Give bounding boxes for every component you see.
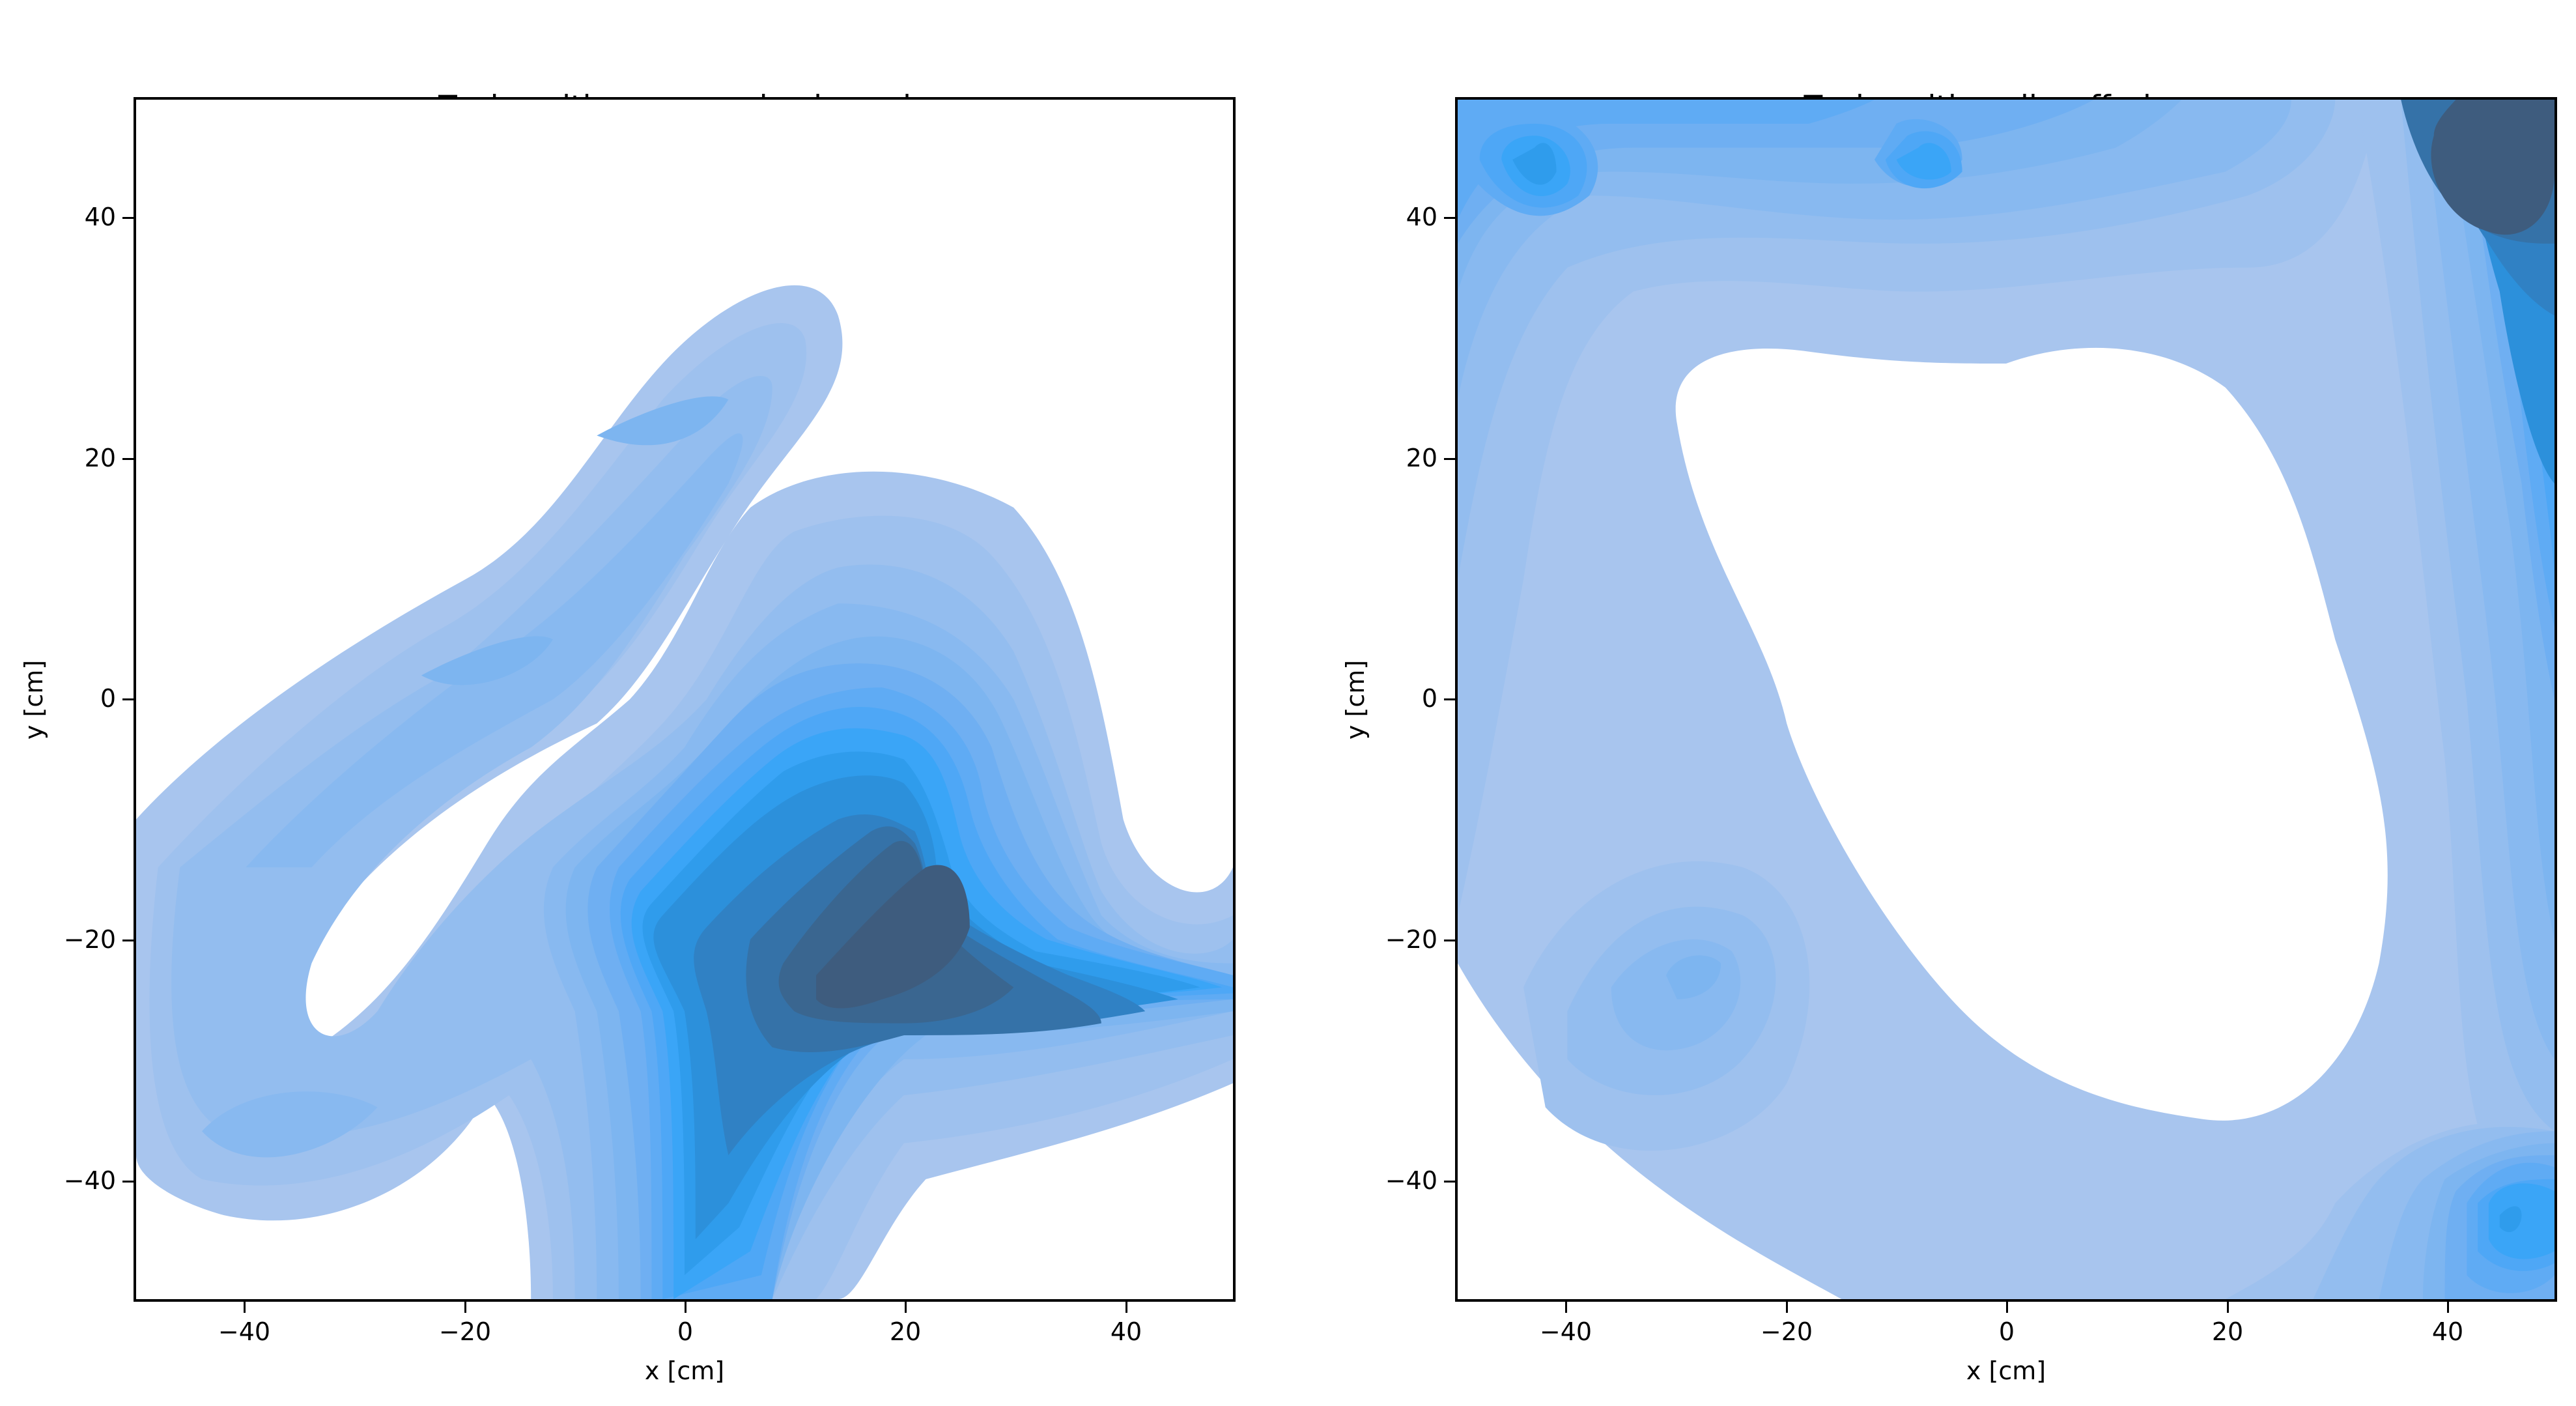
right-y-axis-label: y [cm] xyxy=(1341,659,1370,740)
right-xtick-label: 40 xyxy=(2431,1317,2464,1346)
right-ytick-mark xyxy=(1444,940,1455,941)
right-ytick-label: −40 xyxy=(1385,1166,1437,1195)
right-ytick-mark xyxy=(1444,217,1455,219)
right-xtick-label: −20 xyxy=(1760,1317,1813,1346)
right-ytick-mark xyxy=(1444,1181,1455,1183)
left-xtick-mark xyxy=(244,1302,246,1313)
left-ytick-mark xyxy=(122,458,134,460)
right-ytick-label: 40 xyxy=(1406,203,1437,231)
right-ytick-label: 0 xyxy=(1421,684,1437,713)
left-xtick-mark xyxy=(464,1302,466,1313)
left-ytick-label: 40 xyxy=(84,203,116,231)
left-xtick-label: −40 xyxy=(218,1317,271,1346)
right-x-axis-label: x [cm] xyxy=(1966,1356,2046,1385)
left-x-axis-label: x [cm] xyxy=(644,1356,725,1385)
left-xtick-label: 20 xyxy=(889,1317,922,1346)
left-xtick-label: −20 xyxy=(438,1317,492,1346)
right-xtick-label: 0 xyxy=(1998,1317,2015,1346)
left-kde-contours xyxy=(136,285,1233,1299)
right-ytick-label: 20 xyxy=(1406,444,1437,472)
left-y-axis-label: y [cm] xyxy=(20,659,48,740)
right-xtick-mark xyxy=(2006,1302,2008,1313)
left-plot-area xyxy=(134,97,1236,1302)
left-ytick-mark xyxy=(122,698,134,700)
left-xtick-mark xyxy=(1125,1302,1127,1313)
left-ytick-mark xyxy=(122,217,134,219)
right-kde-contours xyxy=(1458,100,2555,1299)
left-ytick-label: 20 xyxy=(84,444,116,472)
right-xtick-label: 20 xyxy=(2211,1317,2244,1346)
right-xtick-mark xyxy=(2227,1302,2229,1313)
right-xtick-label: −40 xyxy=(1539,1317,1592,1346)
right-ytick-mark xyxy=(1444,698,1455,700)
left-ytick-mark xyxy=(122,1181,134,1183)
left-ytick-label: −20 xyxy=(63,925,116,954)
left-ytick-label: −40 xyxy=(63,1166,116,1195)
left-xtick-mark xyxy=(685,1302,686,1313)
right-ytick-label: −20 xyxy=(1385,925,1437,954)
left-xtick-mark xyxy=(905,1302,907,1313)
right-ytick-mark xyxy=(1444,458,1455,460)
left-xtick-label: 40 xyxy=(1110,1317,1142,1346)
left-xtick-label: 0 xyxy=(677,1317,694,1346)
left-ytick-label: 0 xyxy=(100,684,116,713)
right-plot-area xyxy=(1455,97,2557,1302)
right-xtick-mark xyxy=(1565,1302,1567,1313)
left-ytick-mark xyxy=(122,940,134,941)
right-xtick-mark xyxy=(2447,1302,2449,1313)
right-xtick-mark xyxy=(1786,1302,1788,1313)
